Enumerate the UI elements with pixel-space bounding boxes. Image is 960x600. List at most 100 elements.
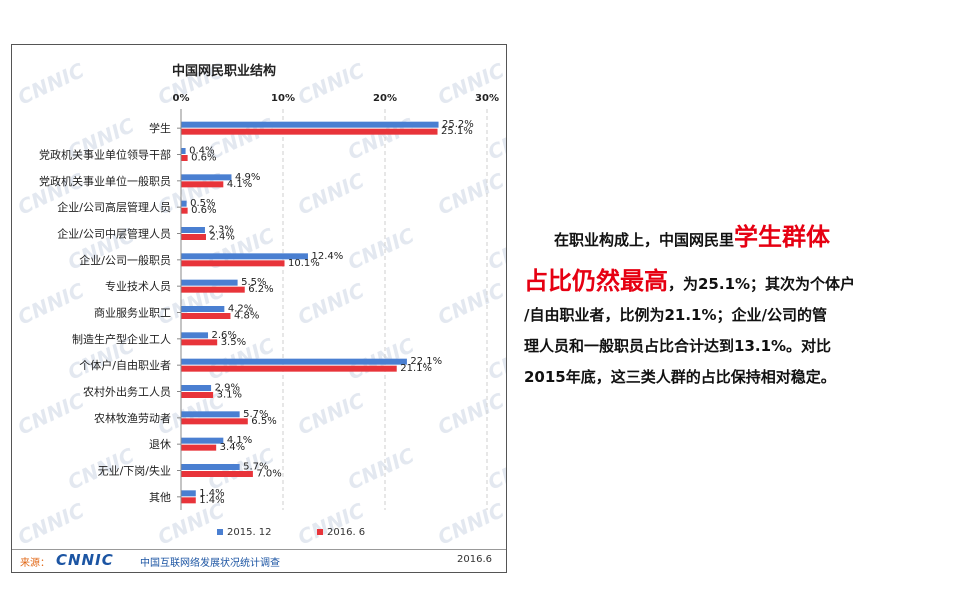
x-tick-label: 30%: [475, 93, 499, 104]
data-label: 0.6%: [191, 153, 216, 164]
bar-2015: [181, 279, 238, 286]
bar-2016: [181, 155, 188, 161]
data-label: 1.4%: [199, 495, 224, 506]
x-tick-label: 10%: [271, 93, 295, 104]
x-tick-label: 0%: [173, 93, 190, 104]
bar-2016: [181, 234, 206, 240]
data-label: 2.3%: [208, 225, 233, 236]
category-label: 专业技术人员: [105, 279, 171, 293]
bar-2016: [181, 392, 214, 398]
data-label: 25.2%: [442, 119, 474, 130]
summary-text-1: 在职业构成上，中国网民里: [554, 231, 735, 249]
category-label: 企业/公司高层管理人员: [57, 200, 171, 214]
chart-title: 中国网民职业结构: [172, 63, 276, 79]
legend-swatch: [317, 529, 323, 535]
watermark-text: CNNIC: [294, 388, 368, 440]
watermark-text: CNNIC: [434, 278, 506, 330]
data-label: 4.8%: [234, 311, 259, 322]
data-label: 0.5%: [190, 198, 215, 209]
bar-2016: [181, 444, 217, 451]
category-label: 农村外出务工人员: [83, 385, 171, 399]
data-label: 3.4%: [220, 442, 245, 453]
bar-2016: [181, 418, 248, 425]
watermark-text: CNNIC: [294, 498, 368, 550]
category-label: 其他: [149, 491, 171, 504]
report-date: 2016.6: [457, 554, 492, 565]
summary-line-5: 2015年底，这三类人群的占比保持相对稳定。: [524, 368, 836, 386]
watermark-text: CNNIC: [434, 498, 506, 550]
data-label: 5.7%: [243, 462, 268, 473]
bar-2016: [181, 286, 245, 293]
summary-text-2: ，为25.1%；其次为个体户: [668, 275, 856, 293]
x-tick-label: 20%: [373, 93, 397, 104]
bar-2016: [181, 181, 224, 188]
chart-footer: 来源： CNNIC 中国互联网络发展状况统计调查 2016.6: [12, 549, 506, 572]
data-label: 12.4%: [311, 251, 343, 262]
bar-2015: [181, 490, 196, 497]
bar-2015: [181, 227, 205, 233]
data-label: 21.1%: [400, 363, 432, 374]
watermark-text: CNNIC: [434, 168, 506, 220]
data-label: 3.1%: [217, 390, 242, 401]
bar-2016: [181, 365, 397, 372]
bar-2015: [181, 148, 186, 154]
bar-2015: [181, 358, 407, 365]
data-label: 3.5%: [221, 337, 246, 348]
data-label: 4.9%: [235, 172, 260, 183]
watermark-text: CNNIC: [344, 443, 418, 495]
legend-label: 2015. 12: [227, 527, 272, 538]
data-label: 5.5%: [241, 277, 266, 288]
watermark-text: CNNIC: [294, 58, 368, 110]
summary-line-1: 在职业构成上，中国网民里学生群体: [524, 222, 934, 256]
category-label: 党政机关事业单位一般职员: [39, 174, 171, 188]
legend-label: 2016. 6: [327, 527, 365, 538]
highlight-student-group: 学生群体: [734, 223, 831, 251]
survey-name: 中国互联网络发展状况统计调查: [140, 558, 280, 569]
data-label: 10.1%: [288, 258, 320, 269]
summary-text: 在职业构成上，中国网民里学生群体 占比仍然最高，为25.1%；其次为个体户 /自…: [524, 222, 934, 393]
watermark-text: CNNIC: [294, 278, 368, 330]
category-label: 制造生产型企业工人: [72, 332, 171, 346]
category-label: 商业服务业职工: [94, 306, 171, 320]
watermark-text: CNNIC: [14, 388, 88, 440]
bar-2015: [181, 174, 232, 181]
bar-2016: [181, 471, 253, 477]
data-label: 6.5%: [251, 416, 276, 427]
data-label: 1.4%: [199, 488, 224, 499]
bar-2015: [181, 385, 212, 391]
bar-2015: [181, 306, 225, 312]
summary-line-2: 占比仍然最高，为25.1%；其次为个体户: [524, 266, 934, 300]
data-label: 2.4%: [209, 232, 234, 243]
category-label: 企业/公司一般职员: [79, 253, 171, 267]
bar-2015: [181, 200, 187, 207]
category-label: 企业/公司中层管理人员: [57, 227, 171, 241]
bar-2015: [181, 411, 240, 418]
bar-2015: [181, 464, 240, 470]
category-label: 个体户/自由职业者: [79, 358, 171, 372]
source-label: 来源：: [20, 558, 50, 569]
bar-2015: [181, 332, 209, 339]
watermark-text: CNNIC: [14, 498, 88, 550]
watermark-text: CNNIC: [14, 58, 88, 110]
bar-2015: [181, 437, 224, 444]
watermark-text: CNNIC: [344, 223, 418, 275]
category-label: 无业/下岗/失业: [98, 465, 171, 478]
data-label: 4.1%: [227, 435, 252, 446]
category-label: 学生: [149, 121, 171, 135]
data-label: 7.0%: [256, 469, 281, 480]
chart-frame: CNNIC CNNIC CNNIC CNNIC CNNIC CNNIC CNNIC CNNIC…: [11, 44, 507, 573]
data-label: 5.7%: [243, 409, 268, 420]
legend-swatch: [217, 529, 223, 535]
bar-2015: [181, 121, 439, 128]
category-label: 农林牧渔劳动者: [94, 411, 171, 425]
data-label: 6.2%: [248, 284, 273, 295]
bar-2016: [181, 128, 438, 135]
bar-2016: [181, 339, 218, 346]
watermark-text: CNNIC: [434, 388, 506, 440]
bar-2016: [181, 497, 196, 504]
bar-2016: [181, 207, 188, 214]
data-label: 0.6%: [191, 205, 216, 216]
watermark-text: CNNIC: [294, 168, 368, 220]
summary-line-3: /自由职业者，比例为21.1%；企业/公司的管: [524, 306, 827, 324]
